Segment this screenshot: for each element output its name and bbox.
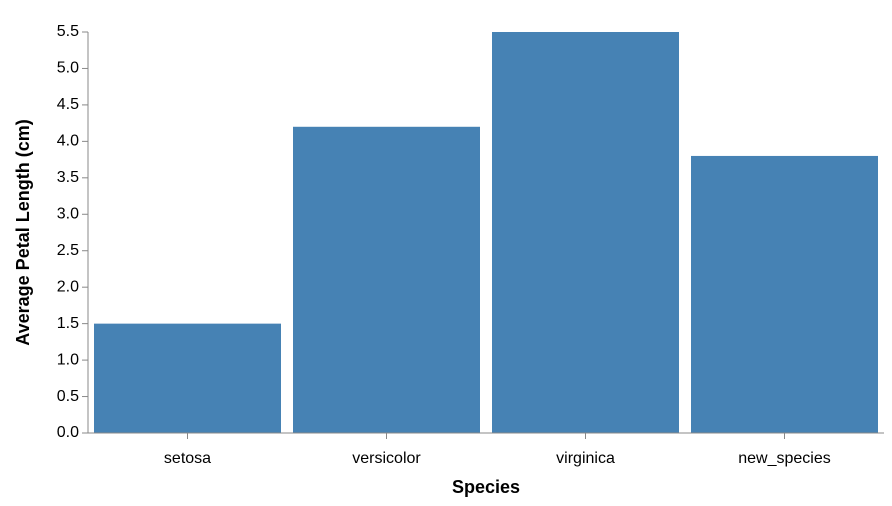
y-tick-label: 2.5 <box>57 242 79 259</box>
y-tick-label: 2.0 <box>57 278 79 295</box>
x-tick-label: versicolor <box>352 450 421 467</box>
bar-virginica <box>492 32 679 433</box>
y-tick-label: 3.0 <box>57 205 79 222</box>
y-tick-label: 0.0 <box>57 424 79 441</box>
bar-versicolor <box>293 126 480 434</box>
bar-setosa <box>94 323 281 433</box>
bar-new-species <box>691 155 878 434</box>
y-axis-title: Average Petal Length (cm) <box>13 119 33 345</box>
y-tick-label: 4.0 <box>57 133 79 150</box>
y-tick-label: 4.5 <box>57 96 79 113</box>
bars-group <box>94 32 878 434</box>
x-tick-label: virginica <box>556 450 615 467</box>
y-axis: 0.0 0.5 1.0 1.5 2.0 2.5 3.0 3.5 4.0 4.5 5.0 5.5 <box>57 23 89 441</box>
y-tick-label: 3.5 <box>57 169 79 186</box>
x-axis: setosa versicolor virginica new_species <box>88 432 884 467</box>
x-tick-label: setosa <box>164 450 211 467</box>
y-tick-label: 5.5 <box>57 23 79 40</box>
y-tick-label: 1.5 <box>57 315 79 332</box>
y-tick-label: 5.0 <box>57 60 79 77</box>
y-tick-label: 0.5 <box>57 388 79 405</box>
x-axis-title: Species <box>452 477 520 497</box>
x-tick-label: new_species <box>738 450 831 467</box>
y-tick-label: 1.0 <box>57 351 79 368</box>
